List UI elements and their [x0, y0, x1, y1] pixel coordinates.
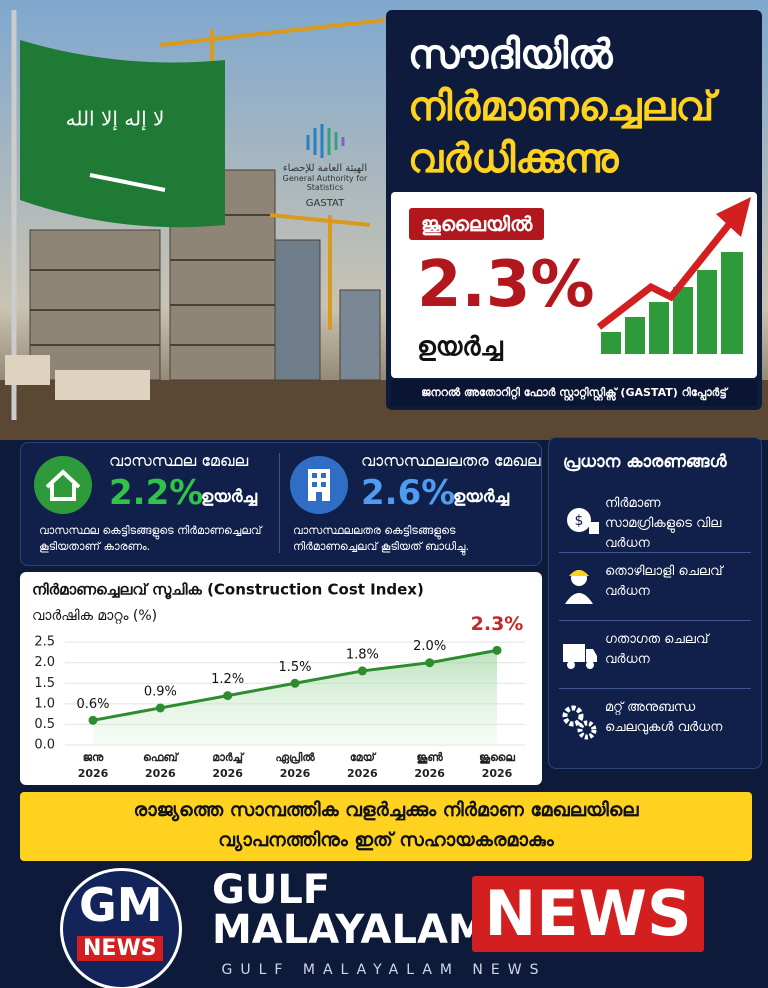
point — [88, 715, 98, 725]
growth-icon — [596, 197, 751, 354]
sector-name: വാസസ്ഥല മേഖല — [109, 451, 249, 470]
point — [155, 703, 165, 713]
logo-arabic: الهيئة العامة للإحصاء — [282, 163, 368, 174]
sector-value: 2.2% — [109, 473, 204, 513]
x-tick-label: 2026 — [280, 767, 311, 780]
sector-note: വാസസ്ഥല കെട്ടിടങ്ങളുടെ നിർമാണച്ചെലവ് കൂട… — [39, 524, 262, 553]
logo-english: General Authority for Statistics — [282, 174, 368, 192]
y-tick-label: 1.0 — [34, 696, 55, 711]
reasons-box: പ്രധാന കാരണങ്ങൾ $ നിർമാണ സാമഗ്രികളുടെ വില… — [548, 437, 762, 769]
logo-mark — [306, 124, 345, 158]
reason-icon: $ — [567, 508, 599, 534]
reasons-title: പ്രധാന കാരണങ്ങൾ — [563, 452, 727, 472]
y-tick-label: 2.5 — [34, 635, 55, 650]
divider — [559, 552, 751, 553]
x-tick-label: 2026 — [145, 767, 176, 780]
home-icon — [34, 456, 92, 514]
reason-text: ഗതാഗത ചെലവ് വർധന — [605, 632, 709, 667]
reason-icon — [562, 705, 597, 740]
headline-card: ജൂലൈയിൽ 2.3% ഉയർച്ച — [391, 192, 757, 378]
title-line: നിർമാണച്ചെലവ് — [408, 84, 715, 130]
x-tick-label: ജൂൺ — [417, 751, 444, 764]
sector-value: 2.6% — [361, 473, 456, 513]
source: ജനറൽ അതോറിറ്റി ഫോർ സ്റ്റാറ്റിസ്റ്റിക്സ് … — [391, 380, 757, 406]
x-tick-label: 2026 — [212, 767, 243, 780]
svg-text:لا إله إلا الله: لا إله إلا الله — [66, 107, 165, 132]
point — [290, 678, 300, 688]
divider — [559, 688, 751, 689]
chart-card: നിർമാണച്ചെലവ് സൂചിക (Construction Cost I… — [20, 572, 542, 785]
value-label: 1.5% — [278, 660, 311, 675]
logo: الهيئة العامة للإحصاء General Authority … — [265, 120, 385, 209]
badge: ജൂലൈയിൽ — [409, 208, 545, 240]
chart-subtitle: വാർഷിക മാറ്റം (%) — [32, 608, 157, 625]
x-tick-label: ജനു — [83, 751, 104, 764]
x-tick-label: 2026 — [78, 767, 109, 780]
logo-circle — [60, 868, 182, 988]
x-tick-label: ഫെബ് — [143, 751, 180, 764]
footer-logo: GM NEWS — [55, 868, 185, 988]
headline-panel: സൗദിയിൽ നിർമാണച്ചെലവ് വർധിക്കുന്നു ജൂലൈയ… — [386, 10, 762, 410]
sector-box: വാസസ്ഥല മേഖല 2.2% ഉയർച്ച വാസസ്ഥല കെട്ടിട… — [20, 442, 542, 566]
value-label: 2.3% — [471, 613, 524, 635]
reason-icon — [565, 570, 593, 604]
brand-line: MALAYALAM — [212, 907, 488, 953]
logo-short: GASTAT — [305, 198, 345, 209]
svg-text:$: $ — [575, 513, 584, 529]
y-tick-label: 2.0 — [34, 655, 55, 670]
title-line: വർധിക്കുന്നു — [408, 136, 619, 182]
y-tick-label: 0.0 — [34, 738, 55, 753]
title-line: സൗദിയിൽ — [408, 32, 613, 78]
divider — [559, 620, 751, 621]
x-tick-label: മേയ് — [350, 751, 377, 764]
point — [492, 645, 502, 655]
reason-text: മറ്റ് അനുബന്ധ ചെലവുകൾ വർധന — [605, 700, 723, 735]
value-label: 0.6% — [76, 697, 109, 712]
value-label: 1.2% — [211, 672, 244, 687]
brand-line: GULF — [212, 867, 331, 913]
divider — [279, 453, 280, 553]
sector-note: വാസസ്ഥലലതര കെട്ടിടങ്ങളുടെ നിർമാണച്ചെലവ് … — [293, 524, 469, 553]
x-tick-label: മാർച്ച് — [212, 751, 245, 764]
banner-line: രാജ്യത്തെ സാമ്പത്തിക വളർച്ചക്കും നിർമാണ … — [133, 799, 639, 821]
banner: രാജ്യത്തെ സാമ്പത്തിക വളർച്ചക്കും നിർമാണ … — [20, 792, 752, 861]
point — [425, 658, 435, 668]
value-label: 0.9% — [144, 684, 177, 699]
x-tick-label: 2026 — [347, 767, 378, 780]
sector-name: വാസസ്ഥലലതര മേഖല — [361, 451, 541, 470]
x-tick-label: ജൂലൈ — [479, 751, 515, 764]
brand-news: NEWS — [472, 876, 704, 952]
brand: GULF MALAYALAM — [212, 870, 488, 950]
value-label: 2.0% — [413, 639, 446, 654]
sector-caption: ഉയർച്ച — [201, 487, 258, 507]
x-tick-label: 2026 — [414, 767, 445, 780]
chart: നിർമാണച്ചെലവ് സൂചിക (Construction Cost I… — [32, 581, 525, 780]
y-tick-label: 1.5 — [34, 676, 55, 691]
sector-caption: ഉയർച്ച — [453, 487, 510, 507]
headline-value: 2.3% — [417, 248, 595, 322]
headline-caption: ഉയർച്ച — [417, 332, 503, 362]
point — [357, 666, 367, 676]
area — [93, 650, 497, 745]
chart-title: നിർമാണച്ചെലവ് സൂചിക (Construction Cost I… — [32, 581, 424, 601]
x-tick-label: 2026 — [482, 767, 513, 780]
reason-text: നിർമാണ സാമഗ്രികളുടെ വില വർധന — [605, 496, 722, 551]
y-tick-label: 0.5 — [34, 717, 55, 732]
logo-top: GM — [79, 878, 163, 932]
reason-icon — [563, 644, 597, 669]
value-label: 1.8% — [346, 647, 379, 662]
reason-text: തൊഴിലാളി ചെലവ് വർധന — [605, 564, 723, 599]
point — [223, 691, 233, 701]
building-icon — [290, 456, 348, 514]
logo-bottom: NEWS — [77, 936, 163, 961]
tagline: GULF MALAYALAM NEWS — [221, 962, 547, 978]
x-tick-label: ഏപ്രിൽ — [275, 751, 315, 764]
banner-line: വ്യാപനത്തിനും ഇത് സഹായകരമാകും — [218, 829, 554, 851]
